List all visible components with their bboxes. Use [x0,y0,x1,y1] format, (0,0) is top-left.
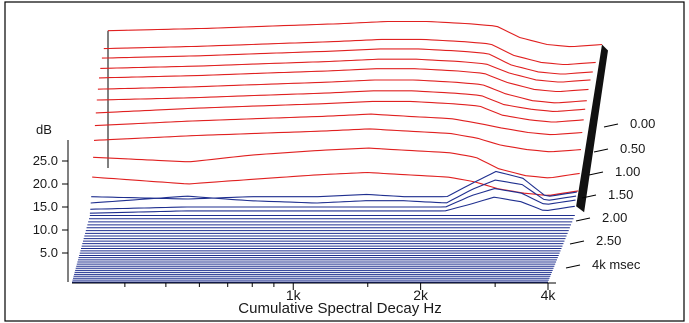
axes: 1k 2k 4k 5.0 10.0 15.0 20.0 25.0 0.00 0.50 1.00 1.5… [33,116,656,303]
time-tick-label: 2.00 [602,210,627,225]
decay-slice-2 [101,48,593,75]
decay-slice-1 [103,38,596,66]
decay-slices [89,20,603,214]
time-tick [569,240,585,245]
decay-slice-13 [90,179,577,204]
time-tick-label: 1.00 [615,164,640,179]
y-tick-label: 5.0 [40,245,58,260]
decay-slice-12 [91,170,577,200]
time-tick [603,123,619,128]
decay-slice-14 [90,188,576,210]
x-tick-label: 4k [541,287,557,303]
decay-slice-5 [97,79,587,104]
decay-slice-8 [94,113,583,136]
decay-slice-4 [98,68,589,93]
y-tick-label: 10.0 [33,222,58,237]
x-tick-label: 2k [413,287,429,303]
time-tick [581,194,597,199]
y-axis-label: dB [36,122,52,137]
decay-slice-15 [89,196,575,214]
time-tick [565,264,581,269]
time-tick [593,148,609,153]
x-tick-label: 1k [286,287,302,303]
time-tick [588,171,604,176]
y-tick-label: 25.0 [33,153,58,168]
time-tick-label: 1.50 [608,187,633,202]
decay-slice-6 [96,90,586,112]
x-axis-label: Cumulative Spectral Decay Hz [238,300,441,317]
time-tick [575,217,591,222]
y-tick-label: 15.0 [33,199,58,214]
time-tick-label: 2.50 [596,233,621,248]
time-tick-label: 0.50 [620,141,645,156]
side-wall-shadow [576,44,608,213]
decay-slice-7 [95,100,584,123]
decay-slice-10 [93,147,580,179]
decay-slice-9 [93,128,582,153]
decay-slice-3 [100,58,591,83]
decay-slice-0 [107,20,603,48]
y-tick-label: 20.0 [33,176,58,191]
time-tick-label: 4k msec [592,257,641,272]
chart-frame [4,1,685,322]
time-tick-label: 0.00 [630,116,655,131]
axis-labels: dB Cumulative Spectral Decay Hz [36,122,442,317]
floor-lines [72,215,575,283]
